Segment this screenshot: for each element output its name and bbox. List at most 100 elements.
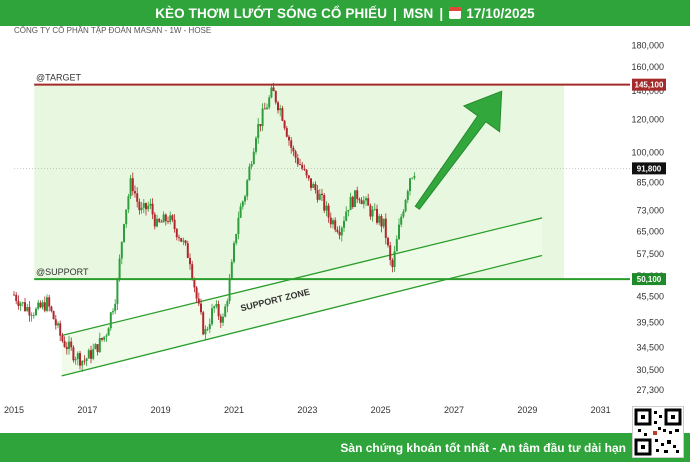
candle-body — [204, 329, 206, 334]
candle-body — [334, 220, 336, 230]
header-ticker: MSN — [403, 6, 433, 21]
candle-body — [134, 191, 136, 193]
candle-body — [314, 184, 316, 190]
candle-body — [394, 251, 396, 267]
candle-body — [145, 203, 147, 209]
candle-body — [235, 234, 237, 243]
candle-body — [138, 202, 140, 210]
y-tick-label: 100,000 — [631, 148, 664, 158]
candle-body — [88, 350, 90, 358]
candle-body — [345, 212, 347, 221]
candle-body — [411, 178, 413, 179]
candle-body — [26, 307, 28, 311]
candle-body — [299, 164, 301, 165]
candle-body — [31, 315, 33, 316]
candle-body — [24, 302, 26, 311]
qr-code-icon — [632, 406, 684, 458]
candle-body — [215, 304, 217, 306]
candle-body — [270, 87, 272, 97]
candle-body — [347, 210, 349, 212]
candle-body — [37, 303, 39, 309]
y-tick-label: 57,500 — [636, 249, 664, 259]
candle-body — [341, 228, 343, 236]
candle-body — [361, 200, 363, 204]
candle-body — [253, 152, 255, 164]
candle-body — [163, 215, 165, 223]
candle-body — [66, 347, 68, 349]
candle-body — [255, 138, 257, 152]
candle-body — [413, 176, 415, 178]
candle-body — [48, 297, 50, 306]
candle-body — [365, 198, 367, 200]
candle-body — [81, 361, 83, 366]
candle-body — [383, 219, 385, 227]
y-tick-label: 27,300 — [636, 385, 664, 395]
candle-body — [356, 190, 358, 199]
candle-body — [306, 170, 308, 176]
candle-body — [266, 108, 268, 110]
candle-body — [343, 221, 345, 228]
candle-body — [237, 218, 239, 234]
candle-body — [178, 237, 180, 238]
candle-body — [136, 193, 138, 201]
candle-body — [369, 206, 371, 217]
candle-body — [303, 169, 305, 170]
candle-body — [279, 108, 281, 110]
candle-body — [176, 229, 178, 237]
current-price-tag: 91,800 — [637, 164, 662, 173]
candle-body — [218, 304, 220, 316]
candle-body — [400, 217, 402, 225]
candle-body — [70, 342, 72, 348]
candle-body — [213, 306, 215, 308]
candle-body — [165, 215, 167, 222]
candle-body — [141, 208, 143, 210]
y-tick-label: 160,000 — [631, 62, 664, 72]
candle-body — [22, 302, 24, 303]
candle-body — [290, 140, 292, 147]
candle-body — [33, 315, 35, 316]
candle-body — [17, 301, 19, 306]
calendar-icon — [449, 7, 461, 19]
chart-area: SUPPORT ZONE@TARGET@SUPPORT180,000160,00… — [0, 26, 690, 433]
candle-body — [53, 311, 55, 319]
candle-body — [240, 207, 242, 218]
candle-body — [28, 307, 30, 315]
candle-body — [211, 308, 213, 324]
header-date: 17/10/2025 — [466, 6, 535, 21]
x-tick-label: 2021 — [224, 405, 244, 415]
candle-body — [372, 210, 374, 217]
x-tick-label: 2031 — [591, 405, 611, 415]
candle-body — [273, 87, 275, 91]
candle-body — [292, 148, 294, 151]
candle-body — [156, 219, 158, 227]
candle-body — [187, 243, 189, 258]
y-tick-label: 85,000 — [636, 177, 664, 187]
candle-body — [251, 164, 253, 167]
candle-body — [286, 128, 288, 137]
candle-body — [123, 224, 125, 242]
target-price-tag: 145,100 — [635, 81, 664, 90]
candle-body — [297, 158, 299, 164]
candle-body — [191, 264, 193, 279]
candle-body — [281, 108, 283, 121]
candle-body — [125, 210, 127, 225]
candle-body — [193, 279, 195, 287]
candle-body — [358, 199, 360, 200]
support-label: @SUPPORT — [36, 267, 89, 277]
candle-body — [387, 238, 389, 245]
candle-body — [110, 312, 112, 328]
candle-body — [226, 301, 228, 306]
candle-body — [284, 121, 286, 128]
header-separator: | — [393, 6, 397, 21]
candle-body — [44, 302, 46, 311]
candle-body — [277, 102, 279, 110]
footer-banner: Sàn chứng khoán tốt nhất - An tâm đầu tư… — [0, 433, 690, 462]
candle-body — [20, 303, 22, 305]
candle-body — [402, 211, 404, 216]
candle-body — [259, 124, 261, 126]
candle-body — [308, 175, 310, 178]
candle-body — [182, 241, 184, 242]
candle-body — [79, 353, 81, 365]
candle-body — [97, 344, 99, 352]
candle-body — [328, 206, 330, 218]
